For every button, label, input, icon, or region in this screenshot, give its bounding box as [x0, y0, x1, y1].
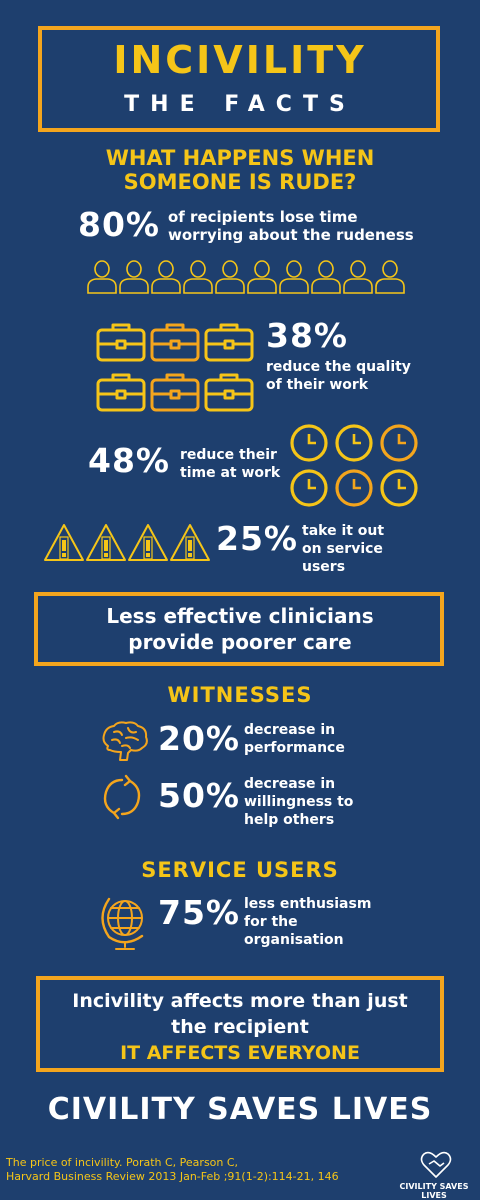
person-outline-icon	[119, 260, 149, 294]
stat-75-line-1: less enthusiasm	[244, 896, 372, 912]
clinicians-text: Less effective clinicians provide poorer…	[0, 603, 480, 655]
stat-25-value: 25%	[216, 519, 298, 558]
citation: The price of incivility. Porath C, Pears…	[6, 1156, 366, 1184]
logo-text: CIVILITY SAVES LIVES	[392, 1182, 476, 1200]
header-box	[38, 26, 440, 132]
person-outline-icon	[87, 260, 117, 294]
everyone-line-2: the recipient	[171, 1016, 309, 1038]
everyone-line-3: IT AFFECTS EVERYONE	[120, 1042, 360, 1064]
stat-50-line-1: decrease in	[244, 776, 336, 792]
logo-line-1: CIVILITY SAVES	[399, 1182, 469, 1191]
everyone-text: Incivility affects more than just the re…	[0, 988, 480, 1066]
briefcase-icon	[96, 323, 146, 362]
stat-20-line-1: decrease in	[244, 722, 336, 738]
person-outline-icon	[343, 260, 373, 294]
stat-50-line-3: help others	[244, 812, 335, 828]
briefcase-icon	[150, 373, 200, 412]
person-outline-icon	[183, 260, 213, 294]
brain-icon	[102, 721, 148, 761]
refresh-arrows-icon	[103, 774, 141, 820]
stat-38-value: 38%	[266, 316, 348, 355]
stat-20-value: 20%	[158, 719, 240, 758]
stat-25-line-3: users	[302, 559, 346, 575]
clock-icon	[380, 424, 418, 462]
witnesses-heading: WITNESSES	[167, 683, 313, 707]
question-line-2: SOMEONE IS RUDE?	[123, 170, 357, 194]
stat-25-line-2: on service	[302, 541, 383, 557]
globe-icon	[101, 897, 144, 950]
person-outline-icon	[311, 260, 341, 294]
stat-20-text: decrease in performance	[244, 721, 345, 757]
stat-50-text: decrease in willingness to help others	[244, 775, 353, 829]
clock-icon	[335, 424, 373, 462]
stat-75-value: 75%	[158, 893, 240, 932]
stat-75-line-2: for the	[244, 914, 298, 930]
stat-50-line-2: willingness to	[244, 794, 354, 810]
briefcase-icon	[150, 323, 200, 362]
service-users-heading: SERVICE USERS	[141, 858, 339, 882]
person-outline-icon	[375, 260, 405, 294]
stat-80-line-1: of recipients lose time	[168, 208, 358, 226]
stat-50-value: 50%	[158, 776, 240, 815]
person-outline-icon	[215, 260, 245, 294]
warning-row	[44, 524, 210, 561]
footer-title: CIVILITY SAVES LIVES	[47, 1092, 433, 1127]
stat-38-text: reduce the quality of their work	[266, 358, 411, 394]
stat-48-text: reduce their time at work	[180, 446, 280, 482]
question-line-1: WHAT HAPPENS WHEN	[105, 146, 375, 170]
citation-line-1: The price of incivility. Porath C, Pears…	[6, 1156, 239, 1169]
clock-icon	[335, 469, 373, 507]
citation-line-2: Harvard Business Review 2013 Jan-Feb ;91…	[6, 1170, 339, 1183]
clock-icon	[380, 469, 418, 507]
warning-triangle-icon	[44, 524, 84, 561]
stat-48-line-1: reduce their	[180, 447, 277, 463]
stat-25-line-1: take it out	[302, 523, 385, 539]
stat-80-line-2: worrying about the rudeness	[168, 226, 414, 244]
page-subtitle: THE FACTS	[124, 92, 356, 117]
stat-38-line-2: of their work	[266, 377, 369, 393]
stat-80-text: of recipients lose time worrying about t…	[168, 208, 414, 244]
warning-triangle-icon	[86, 524, 126, 561]
person-outline-icon	[279, 260, 309, 294]
stat-38-line-1: reduce the quality	[266, 359, 411, 375]
clock-icon	[290, 469, 328, 507]
question-heading: WHAT HAPPENS WHEN SOMEONE IS RUDE?	[0, 146, 480, 194]
everyone-box	[36, 976, 444, 1072]
everyone-line-1: Incivility affects more than just	[72, 990, 408, 1012]
briefcase-icon	[204, 373, 254, 412]
stat-75-line-3: organisation	[244, 932, 344, 948]
clinicians-box	[34, 592, 444, 666]
clock-icon	[290, 424, 328, 462]
person-outline-icon	[247, 260, 277, 294]
clock-grid	[290, 424, 418, 507]
stat-75-text: less enthusiasm for the organisation	[244, 895, 371, 949]
stat-25-text: take it out on service users	[302, 522, 384, 576]
stat-80-value: 80%	[78, 205, 160, 244]
clinicians-line-2: provide poorer care	[128, 630, 352, 654]
clinicians-line-1: Less effective clinicians	[106, 604, 374, 628]
heart-handshake-logo-icon	[420, 1151, 452, 1178]
people-row	[87, 260, 405, 294]
logo-line-2: LIVES	[421, 1191, 447, 1200]
stat-48-line-2: time at work	[180, 465, 281, 481]
stat-48-value: 48%	[88, 441, 170, 480]
briefcase-grid	[96, 323, 254, 412]
stat-20-line-2: performance	[244, 740, 345, 756]
briefcase-icon	[204, 323, 254, 362]
briefcase-icon	[96, 373, 146, 412]
warning-triangle-icon	[170, 524, 210, 561]
page-title: INCIVILITY	[113, 38, 367, 82]
person-outline-icon	[151, 260, 181, 294]
warning-triangle-icon	[128, 524, 168, 561]
